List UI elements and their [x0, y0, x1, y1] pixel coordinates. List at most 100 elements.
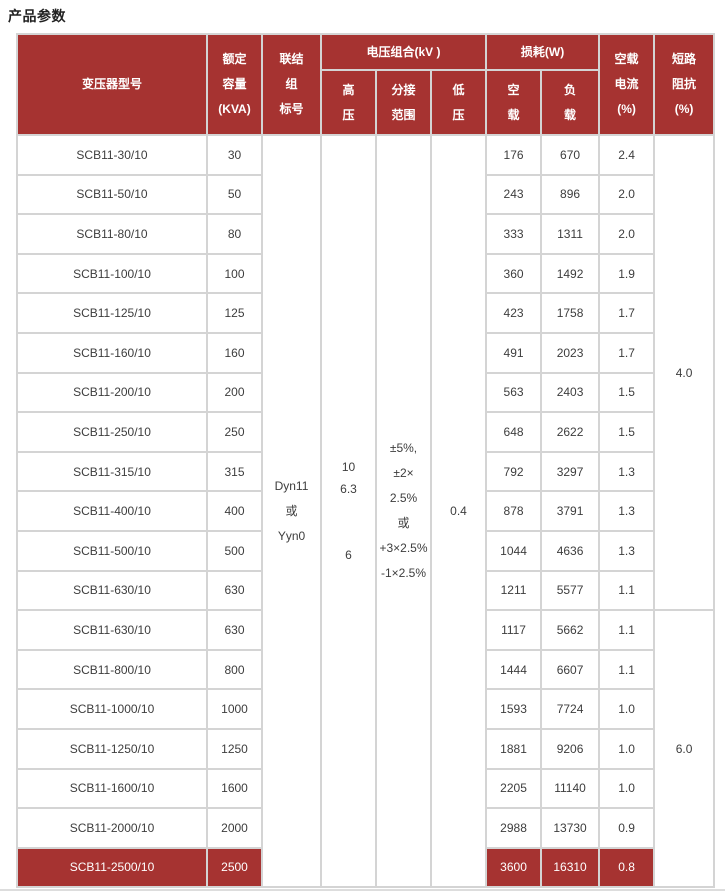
cell-model: SCB11-630/10	[16, 569, 208, 612]
table-row: SCB11-50/10 50 243 896 2.0	[16, 173, 714, 216]
cell-no-load-current: 1.0	[598, 727, 656, 770]
cell-no-load-loss: 243	[485, 173, 543, 216]
table-row: SCB11-250/10 250 648 2622 1.5	[16, 411, 714, 453]
cell-load-loss: 2403	[540, 371, 601, 414]
cell-no-load-current: 1.5	[598, 371, 656, 414]
table-row: SCB11-80/10 80 333 1311 2.0	[16, 213, 714, 255]
cell-no-load-current: 1.1	[598, 609, 656, 651]
cell-no-load-loss: 878	[485, 490, 543, 532]
cell-capacity: 1600	[206, 767, 263, 810]
cell-load-loss: 16310	[540, 846, 601, 889]
cell-load-loss: 11140	[540, 767, 601, 810]
cell-no-load-loss: 648	[485, 411, 543, 453]
cell-no-load-loss: 176	[485, 134, 543, 176]
table-row: SCB11-100/10 100 360 1492 1.9	[16, 252, 714, 295]
cell-model: SCB11-160/10	[16, 331, 208, 374]
cell-lv-voltage: 0.4	[429, 133, 488, 889]
cell-model: SCB11-2000/10	[16, 807, 208, 849]
header-load-loss: 负 载	[540, 69, 601, 136]
cell-capacity: 80	[206, 213, 263, 255]
cell-hv-voltage: 10 6.3 6	[320, 133, 377, 889]
cell-model: SCB11-1600/10	[16, 767, 208, 810]
cell-no-load-current: 1.1	[598, 569, 656, 612]
cell-capacity: 1000	[206, 688, 263, 730]
cell-load-loss: 5662	[540, 609, 601, 651]
cell-no-load-loss: 2205	[485, 767, 543, 810]
table-row-highlighted: SCB11-2500/10 2500 3600 16310 0.8	[16, 846, 714, 889]
table-row: SCB11-200/10 200 563 2403 1.5	[16, 371, 714, 414]
cell-model: SCB11-1000/10	[16, 688, 208, 730]
cell-model: SCB11-500/10	[16, 529, 208, 572]
product-parameters-table: 变压器型号 额定 容量 (KVA) 联结 组 标号 电压组合(kV ) 损耗(W…	[16, 33, 716, 889]
cell-capacity: 315	[206, 450, 263, 493]
cell-no-load-current: 1.7	[598, 292, 656, 334]
cell-load-loss: 1492	[540, 252, 601, 295]
cell-no-load-loss: 1044	[485, 529, 543, 572]
cell-load-loss: 670	[540, 134, 601, 176]
cell-load-loss: 6607	[540, 648, 601, 691]
cell-no-load-current: 2.0	[598, 213, 656, 255]
header-no-load-current: 空载 电流 (%)	[598, 33, 656, 136]
header-no-load-loss: 空 载	[485, 69, 543, 136]
cell-load-loss: 1311	[540, 213, 601, 255]
cell-model: SCB11-1250/10	[16, 727, 208, 770]
cell-load-loss: 896	[540, 173, 601, 216]
cell-load-loss: 13730	[540, 807, 601, 849]
cell-capacity: 160	[206, 331, 263, 374]
cell-no-load-loss: 1211	[485, 569, 543, 612]
header-rated-capacity: 额定 容量 (KVA)	[206, 33, 263, 136]
cell-no-load-loss: 792	[485, 450, 543, 493]
cell-model: SCB11-100/10	[16, 252, 208, 295]
cell-no-load-current: 1.9	[598, 252, 656, 295]
table-row: SCB11-500/10 500 1044 4636 1.3	[16, 529, 714, 572]
header-row-group: 变压器型号 额定 容量 (KVA) 联结 组 标号 电压组合(kV ) 损耗(W…	[16, 33, 716, 136]
cell-no-load-loss: 333	[485, 213, 543, 255]
header-short-circuit-impedance: 短路 阻抗 (%)	[653, 33, 716, 136]
cell-load-loss: 3297	[540, 450, 601, 493]
cell-no-load-loss: 563	[485, 371, 543, 414]
cell-model: SCB11-200/10	[16, 371, 208, 414]
cell-tap-range: ±5%, ±2× 2.5% 或 +3×2.5% -1×2.5%	[375, 133, 432, 889]
cell-capacity: 50	[206, 173, 263, 216]
header-vector-group: 联结 组 标号	[261, 33, 322, 136]
cell-capacity: 200	[206, 371, 263, 414]
table-row: SCB11-630/10 630 1117 5662 1.1 6.0	[16, 609, 716, 889]
cell-no-load-current: 1.0	[598, 767, 656, 810]
header-loss: 损耗(W)	[485, 33, 601, 71]
cell-load-loss: 7724	[540, 688, 601, 730]
cell-model: SCB11-315/10	[16, 450, 208, 493]
cell-capacity: 630	[206, 609, 263, 651]
table-row: SCB11-160/10 160 491 2023 1.7	[16, 331, 714, 374]
cell-model: SCB11-50/10	[16, 173, 208, 216]
table-row: SCB11-2000/10 2000 2988 13730 0.9	[16, 807, 714, 849]
cell-model: SCB11-2500/10	[16, 846, 208, 889]
cell-no-load-loss: 3600	[485, 846, 543, 889]
cell-no-load-loss: 1881	[485, 727, 543, 770]
cell-model: SCB11-800/10	[16, 648, 208, 691]
cell-model: SCB11-125/10	[16, 292, 208, 334]
header-row-sub: 高 压 分接 范围 低 压 空 载 负 载	[17, 69, 714, 136]
cell-capacity: 400	[206, 490, 263, 532]
page-title: 产品参数	[8, 8, 66, 24]
cell-impedance-upper: 4.0	[653, 133, 716, 612]
cell-no-load-loss: 1117	[485, 609, 543, 651]
cell-capacity: 800	[206, 648, 263, 691]
table-row: SCB11-630/10 630 1211 5577 1.1	[16, 569, 714, 612]
table-row: SCB11-1000/10 1000 1593 7724 1.0	[16, 688, 714, 730]
cell-capacity: 2500	[206, 846, 263, 889]
cell-load-loss: 4636	[540, 529, 601, 572]
cell-capacity: 630	[206, 569, 263, 612]
cell-load-loss: 1758	[540, 292, 601, 334]
cell-impedance-lower: 6.0	[653, 609, 716, 889]
cell-load-loss: 5577	[540, 569, 601, 612]
table-row: SCB11-1600/10 1600 2205 11140 1.0	[16, 767, 714, 810]
cell-load-loss: 2023	[540, 331, 601, 374]
header-low-voltage: 低 压	[429, 69, 488, 136]
cell-no-load-current: 1.3	[598, 529, 656, 572]
table-row: SCB11-1250/10 1250 1881 9206 1.0	[16, 727, 714, 770]
cell-model: SCB11-630/10	[16, 609, 208, 651]
cell-model: SCB11-30/10	[16, 134, 208, 176]
cell-no-load-current: 2.0	[598, 173, 656, 216]
cell-capacity: 250	[206, 411, 263, 453]
cell-load-loss: 9206	[540, 727, 601, 770]
